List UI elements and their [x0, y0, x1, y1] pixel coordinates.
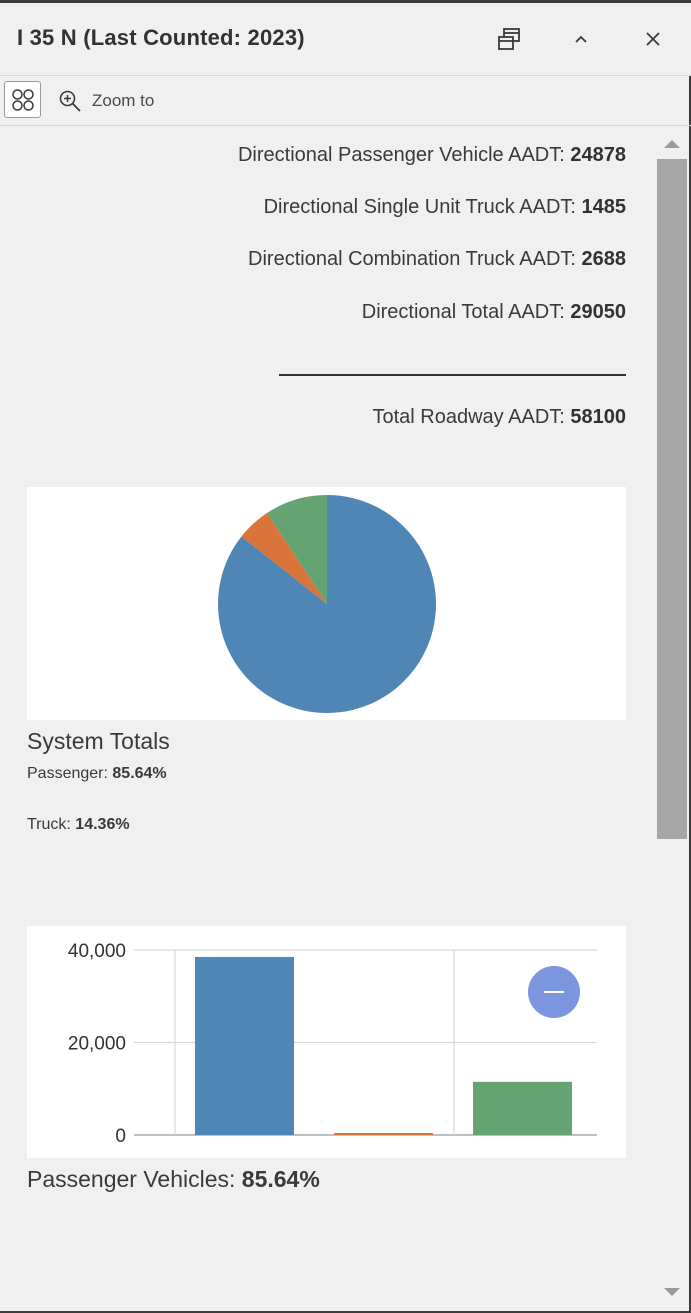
bar-chart: 0 20,000 40,000 [68, 941, 597, 1147]
zoom-to-label: Zoom to [92, 91, 155, 110]
scroll-thumb[interactable] [657, 159, 687, 839]
close-icon [646, 32, 660, 46]
dock-icon [498, 28, 520, 50]
window-right-border [689, 0, 691, 1313]
popup-title: I 35 N (Last Counted: 2023) [17, 25, 305, 50]
chart-zoom-button[interactable] [528, 966, 580, 1018]
pie-slice-2 [267, 495, 327, 604]
popup-toolbar: Zoom to [0, 76, 691, 126]
zoom-to-button[interactable]: Zoom to [58, 88, 154, 114]
system-totals-title: System Totals [27, 728, 170, 754]
bar-0 [195, 956, 294, 1135]
passenger-percent: Passenger: 85.64% [27, 765, 167, 782]
stat-directional-total-aadt: Directional Total AADT: 29050 [361, 301, 626, 323]
actions-menu-button[interactable] [4, 81, 41, 118]
passenger-vehicles-title: Passenger Vehicles: 85.64% [27, 1166, 320, 1192]
y-tick-label: 0 [115, 1126, 126, 1147]
dock-button[interactable] [493, 23, 525, 55]
y-tick-label: 20,000 [68, 1034, 126, 1055]
pie-slice-1 [241, 512, 327, 604]
truck-percent: Truck: 14.36% [27, 816, 130, 833]
vertical-scrollbar[interactable] [656, 133, 687, 1303]
bar-chart-panel: 0 20,000 40,000 [27, 926, 626, 1158]
bar-1 [334, 1133, 433, 1135]
pie-chart [218, 495, 436, 713]
y-tick-label: 40,000 [68, 941, 126, 962]
stat-total-roadway-aadt: Total Roadway AADT: 58100 [372, 406, 627, 428]
stat-combination-truck-aadt: Directional Combination Truck AADT: 2688 [248, 248, 626, 270]
four-circles-icon [11, 88, 34, 111]
pie-chart-panel [27, 487, 626, 720]
zoom-in-icon [59, 90, 81, 112]
close-button[interactable] [637, 23, 669, 55]
popup-header: I 35 N (Last Counted: 2023) [0, 3, 691, 76]
collapse-button[interactable] [565, 23, 597, 55]
stat-single-unit-truck-aadt: Directional Single Unit Truck AADT: 1485 [263, 196, 626, 218]
scroll-down-arrow-icon[interactable] [664, 1288, 680, 1296]
divider-line [279, 374, 626, 376]
popup-content: Directional Passenger Vehicle AADT: 2487… [0, 126, 655, 1313]
bar-2 [473, 1081, 572, 1135]
window-top-border [0, 0, 691, 3]
stat-passenger-aadt: Directional Passenger Vehicle AADT: 2487… [237, 144, 626, 166]
window-bottom-border [0, 1311, 691, 1313]
chevron-up-icon [575, 35, 587, 43]
scroll-up-arrow-icon[interactable] [664, 140, 680, 148]
